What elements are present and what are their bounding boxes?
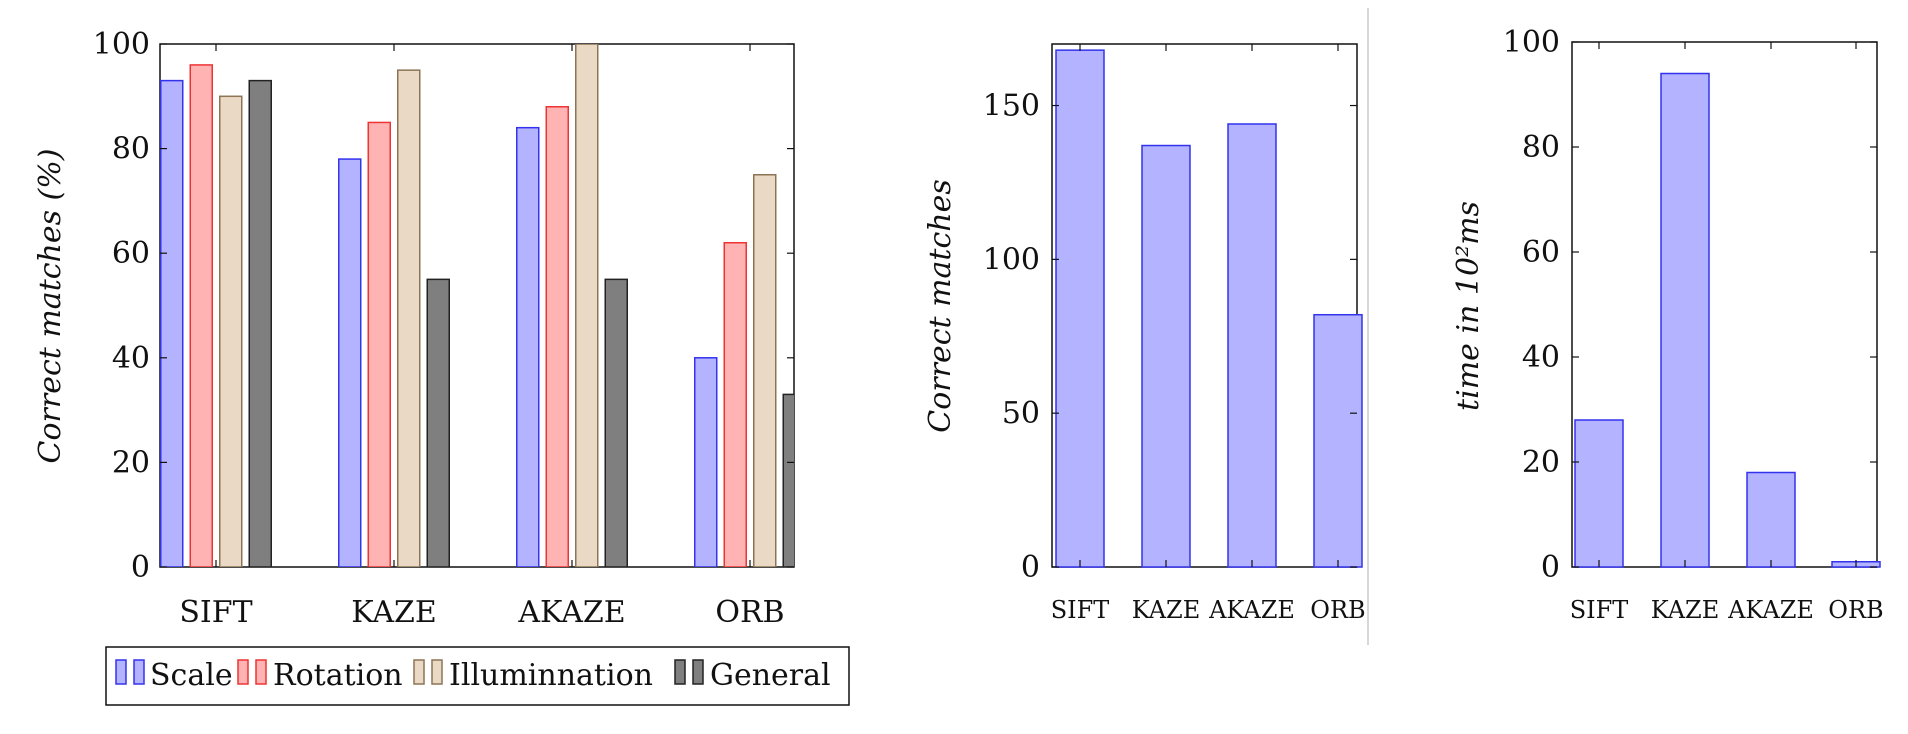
legend-swatch-general — [674, 659, 686, 685]
chart3-ytick-label-60: 60 — [1522, 235, 1560, 270]
bar-general-sift — [248, 79, 272, 567]
legend-swatch-scale-2 — [133, 659, 145, 685]
chart2-plot-area — [1051, 43, 1358, 568]
bar-rotation-akaze — [545, 106, 569, 567]
bar-general-akaze — [604, 278, 628, 567]
chart1-ytick-label-20: 20 — [112, 445, 150, 480]
bar-scale-sift — [160, 79, 184, 567]
legend-swatch-illumination-2 — [431, 659, 443, 685]
legend-swatch-illumination — [413, 659, 425, 685]
bar-scale-kaze — [338, 158, 362, 567]
bar-scale-orb — [694, 357, 718, 567]
bar-general-kaze — [426, 278, 450, 567]
chart3-ytick-label-40: 40 — [1522, 340, 1560, 375]
legend-label-scale: Scale — [150, 658, 233, 693]
bar-scale-akaze — [516, 126, 540, 567]
chart-match-percentage: Correct matches (%) 0 20 40 60 80 100 SIFT KAZ… — [33, 27, 850, 706]
chart1-xtick-label-akaze: AKAZE — [517, 595, 625, 630]
legend-label-general: General — [710, 658, 831, 693]
chart3-bar-kaze — [1660, 72, 1710, 568]
legend-swatch-rotation — [237, 659, 249, 685]
chart1-xtick-label-sift: SIFT — [179, 595, 252, 630]
chart1-ytick-label-60: 60 — [112, 236, 150, 271]
chart2-ytick-label-0: 0 — [1021, 550, 1040, 585]
legend-swatch-rotation-2 — [255, 659, 267, 685]
chart3-ytick-label-100: 100 — [1503, 25, 1560, 60]
chart2-xtick-label-kaze: KAZE — [1132, 596, 1200, 624]
bar-illuminnation-kaze — [397, 69, 421, 567]
chart3-bar-akaze — [1746, 471, 1796, 568]
chart3-xtick-label-orb: ORB — [1828, 596, 1883, 624]
chart2-bar-orb — [1313, 313, 1363, 568]
chart2-bar-sift — [1055, 49, 1105, 568]
chart1-ytick-label-100: 100 — [93, 27, 150, 62]
legend-box — [105, 646, 850, 706]
bar-general-orb — [782, 393, 794, 567]
chart3-ytick-label-20: 20 — [1522, 445, 1560, 480]
bar-illuminnation-akaze — [575, 44, 599, 567]
chart-time: time in 10²ms 0 20 40 60 80 100 SIFT KAZE AKAZE… — [1451, 25, 1884, 624]
chart3-ylabel: time in 10²ms — [1451, 201, 1486, 411]
chart2-ytick-label-100: 100 — [983, 242, 1040, 277]
chart2-bar-akaze — [1227, 123, 1277, 568]
bar-rotation-sift — [189, 64, 213, 567]
chart2-xtick-label-sift: SIFT — [1051, 596, 1110, 624]
chart1-ytick-label-0: 0 — [131, 550, 150, 585]
chart2-ytick-label-50: 50 — [1002, 396, 1040, 431]
bar-rotation-orb — [723, 241, 747, 567]
legend-label-illumination: Illuminnation — [449, 658, 653, 693]
chart-correct-matches: Correct matches 0 50 100 150 SIFT KAZE AKAZE O… — [923, 43, 1366, 624]
legend-label-rotation: Rotation — [273, 658, 403, 693]
chart1-ytick-label-80: 80 — [112, 132, 150, 167]
chart1-ytick-label-40: 40 — [112, 341, 150, 376]
legend-swatch-general-2 — [692, 659, 704, 685]
chart3-xtick-label-sift: SIFT — [1570, 596, 1629, 624]
chart2-xtick-label-akaze: AKAZE — [1208, 596, 1295, 624]
chart1-bar-group — [160, 44, 794, 567]
chart2-bar-kaze — [1141, 144, 1191, 568]
chart2-ytick-label-150: 150 — [983, 89, 1040, 124]
chart1-xtick-label-orb: ORB — [715, 595, 784, 630]
chart2-xtick-label-orb: ORB — [1310, 596, 1365, 624]
chart3-plot-area — [1571, 41, 1878, 568]
chart3-bar-sift — [1574, 419, 1624, 568]
chart3-ytick-label-80: 80 — [1522, 130, 1560, 165]
bar-illuminnation-orb — [753, 174, 777, 567]
chart2-ylabel: Correct matches — [923, 179, 958, 433]
chart3-xtick-label-kaze: KAZE — [1651, 596, 1719, 624]
chart3-xtick-label-akaze: AKAZE — [1727, 596, 1814, 624]
legend-swatch-scale — [115, 659, 127, 685]
bar-illuminnation-sift — [219, 95, 243, 567]
chart1-xtick-label-kaze: KAZE — [351, 595, 437, 630]
chart3-ytick-label-0: 0 — [1541, 550, 1560, 585]
chart1-legend: Scale Rotation Illuminnation General — [105, 646, 850, 706]
chart1-ylabel: Correct matches (%) — [33, 149, 68, 464]
bar-rotation-kaze — [367, 121, 391, 567]
